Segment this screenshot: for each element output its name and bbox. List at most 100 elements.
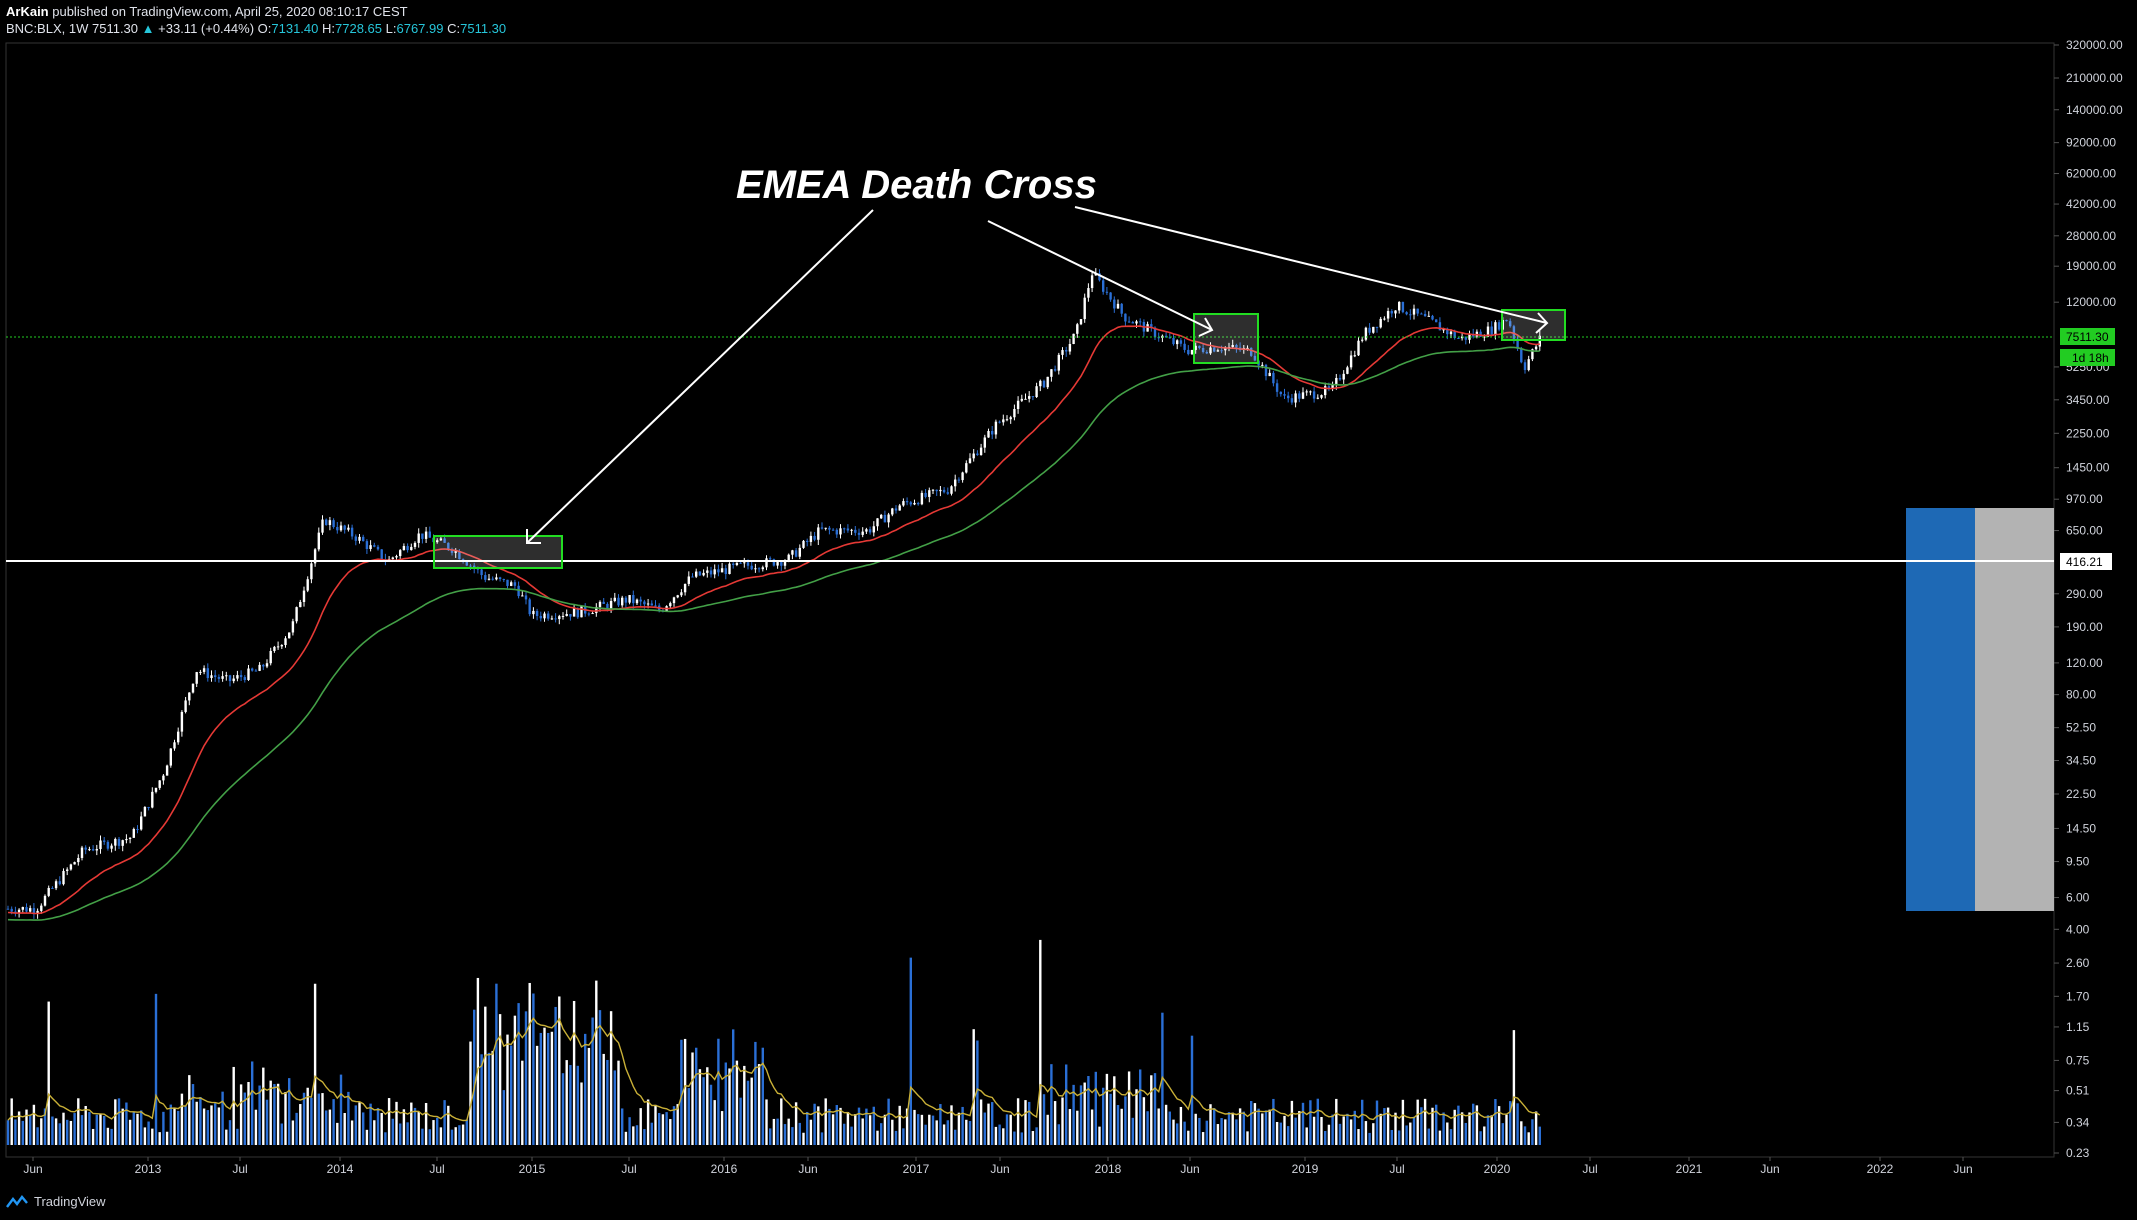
candle-body xyxy=(506,579,509,586)
candle-body xyxy=(1190,349,1194,355)
volume-bar xyxy=(1298,1111,1301,1145)
arrow-to-2014 xyxy=(526,209,874,544)
volume-bar xyxy=(850,1126,853,1145)
candle-body xyxy=(1209,347,1212,354)
time-axis[interactable]: Jun 2013 Jul 2014 Jul 2015 Jul 2016 Jun 2017 Jun 20… xyxy=(23,1157,1973,1176)
y-tick-label: 1450.00 xyxy=(2066,461,2110,475)
volume-bar xyxy=(1442,1112,1445,1145)
volume-bar xyxy=(25,1109,28,1145)
y-tick-label: 52.50 xyxy=(2066,721,2096,735)
symbol-label[interactable]: BNC:BLX, 1W xyxy=(6,21,89,36)
candle-body xyxy=(1176,340,1179,345)
candle-body xyxy=(369,545,372,549)
candle-body xyxy=(1527,359,1530,371)
candle-body xyxy=(495,577,498,580)
candle-body xyxy=(1453,331,1456,339)
candle-body xyxy=(1220,350,1223,352)
candle-body xyxy=(1116,303,1120,309)
volume-bar xyxy=(1438,1130,1442,1145)
level-badge: 416.21 xyxy=(2060,553,2112,570)
volume-ma-line xyxy=(7,1017,1541,1122)
candle-body xyxy=(99,840,102,850)
volume-bar xyxy=(606,1059,609,1145)
volume-bar xyxy=(780,1098,783,1145)
volume-bar xyxy=(43,1108,47,1145)
candle-body xyxy=(809,535,813,542)
highlight-box-2014[interactable] xyxy=(433,535,563,569)
x-tick-label: 2013 xyxy=(135,1162,162,1176)
y-tick-label: 19000.00 xyxy=(2066,259,2116,273)
candle-body xyxy=(698,571,702,576)
author-name[interactable]: ArKain xyxy=(6,4,49,19)
y-tick-label: 290.00 xyxy=(2066,587,2103,601)
volume-bar xyxy=(243,1092,246,1145)
candle-body xyxy=(861,531,864,535)
volume-bar xyxy=(1190,1035,1194,1145)
volume-bar xyxy=(1520,1121,1523,1145)
volume-bar xyxy=(228,1120,232,1145)
volume-bar xyxy=(1416,1099,1419,1145)
volume-bar xyxy=(239,1084,243,1145)
candle-body xyxy=(646,603,650,605)
volume-bar xyxy=(17,1111,21,1145)
volume-bar xyxy=(865,1108,868,1145)
candle-body xyxy=(887,514,890,523)
volume-bar xyxy=(550,1031,554,1145)
level-badge-bg xyxy=(2060,553,2112,570)
volume-bar xyxy=(913,1109,916,1145)
annotation-title[interactable]: EMEA Death Cross xyxy=(736,163,1097,207)
volume-bar xyxy=(325,1110,328,1145)
highlight-box-2018[interactable] xyxy=(1193,313,1259,364)
volume-bar xyxy=(1412,1116,1416,1145)
x-tick-label: Jul xyxy=(1389,1162,1404,1176)
volume-bar xyxy=(484,1006,487,1145)
x-tick-label: Jul xyxy=(621,1162,636,1176)
volume-bar xyxy=(1516,1103,1519,1145)
published-text: published on TradingView.com, April 25, … xyxy=(48,4,408,19)
volume-bar xyxy=(454,1127,457,1145)
footer-brand[interactable]: TradingView xyxy=(6,1194,106,1209)
candle-body xyxy=(1090,275,1094,289)
volume-bar xyxy=(1261,1113,1264,1145)
candle-body xyxy=(1179,340,1183,344)
candle-body xyxy=(813,535,816,540)
candle-body xyxy=(1468,334,1471,340)
volume-bar xyxy=(624,1131,628,1145)
candle-body xyxy=(1316,397,1319,399)
candle-body xyxy=(484,575,487,580)
y-tick-label: 12000.00 xyxy=(2066,295,2116,309)
candle-body xyxy=(528,599,531,615)
candle-body xyxy=(447,542,450,550)
volume-bar xyxy=(1357,1129,1360,1145)
price-axis[interactable]: 320000.00 210000.00 140000.00 92000.00 62000… xyxy=(2054,38,2123,1160)
candle-body xyxy=(524,595,528,600)
volume-bar xyxy=(917,1114,920,1145)
candle-body xyxy=(321,519,324,533)
volume-bar xyxy=(665,1112,668,1145)
volume-bar xyxy=(872,1106,875,1145)
candle-body xyxy=(1301,392,1305,399)
volume-bar xyxy=(214,1103,217,1145)
candle-body xyxy=(739,562,742,564)
candle-body xyxy=(831,529,835,531)
candle-body xyxy=(62,870,65,885)
candle-body xyxy=(1053,369,1057,371)
candle-body xyxy=(1194,345,1197,350)
candle-body xyxy=(395,556,398,558)
candle-body xyxy=(1087,288,1090,298)
candle-body xyxy=(1401,301,1405,313)
candle-body xyxy=(465,561,468,566)
volume-bar xyxy=(1120,1108,1123,1145)
candle-body xyxy=(591,613,594,615)
candle-body xyxy=(498,577,502,580)
candle-body xyxy=(1127,321,1131,323)
candle-body xyxy=(1250,347,1253,356)
volume-bar xyxy=(1312,1116,1316,1145)
volume-bar xyxy=(735,1060,739,1145)
candle-body xyxy=(391,557,394,559)
volume-bar xyxy=(417,1112,420,1145)
candle-body xyxy=(1309,391,1312,393)
volume-bar xyxy=(713,1100,716,1145)
volume-bar xyxy=(151,1128,154,1145)
